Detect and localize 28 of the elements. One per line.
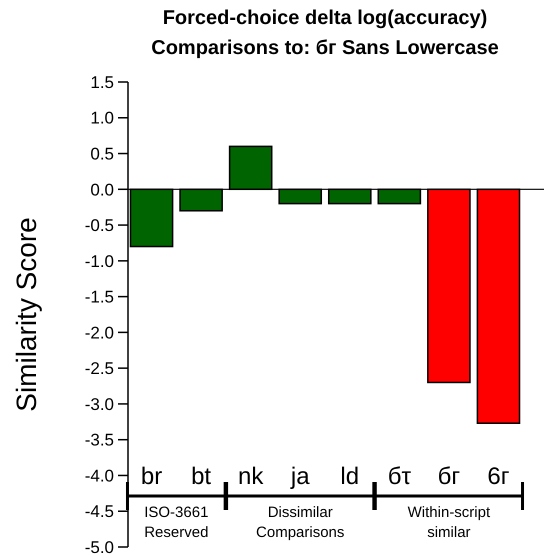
x-tick-label: бτ — [388, 463, 412, 490]
y-axis-title: Similarity Score — [11, 217, 42, 412]
chart-subtitle: Comparisons to: бг Sans Lowercase — [151, 37, 499, 59]
y-tick-label: -5.0 — [84, 538, 114, 557]
x-tick-label: ld — [340, 463, 360, 490]
annotation: Within-script similar — [408, 504, 491, 541]
y-tick-label: -1.5 — [84, 288, 114, 307]
y-tick-label: -1.0 — [84, 252, 114, 271]
y-tick-label: 0.0 — [90, 180, 114, 200]
y-tick-label: -4.5 — [84, 502, 114, 522]
annotation: ISO-3661 Reserved — [144, 504, 208, 541]
chart-title: Forced-choice delta log(accuracy) — [162, 7, 488, 29]
y-tick-label: -2.0 — [84, 323, 114, 342]
y-tick-label: -3.5 — [84, 430, 114, 450]
x-tick-label: ja — [290, 463, 310, 490]
y-tick-label: -0.5 — [84, 216, 114, 236]
y-tick-label: 1.0 — [90, 108, 114, 128]
annotation: Dissimilar Comparisons — [256, 504, 344, 541]
y-tick-label: -2.5 — [84, 359, 114, 378]
x-tick-label: bt — [191, 463, 212, 490]
y-tick-label: 1.5 — [90, 72, 114, 92]
x-tick-label: nk — [238, 463, 264, 490]
x-tick-label: br — [140, 463, 162, 490]
y-tick-label: -3.0 — [84, 394, 114, 414]
y-tick-label: -4.0 — [84, 466, 114, 486]
x-tick-label: бг — [438, 463, 460, 490]
y-tick-label: 0.5 — [90, 144, 114, 164]
x-tick-label: 6г — [487, 463, 510, 490]
